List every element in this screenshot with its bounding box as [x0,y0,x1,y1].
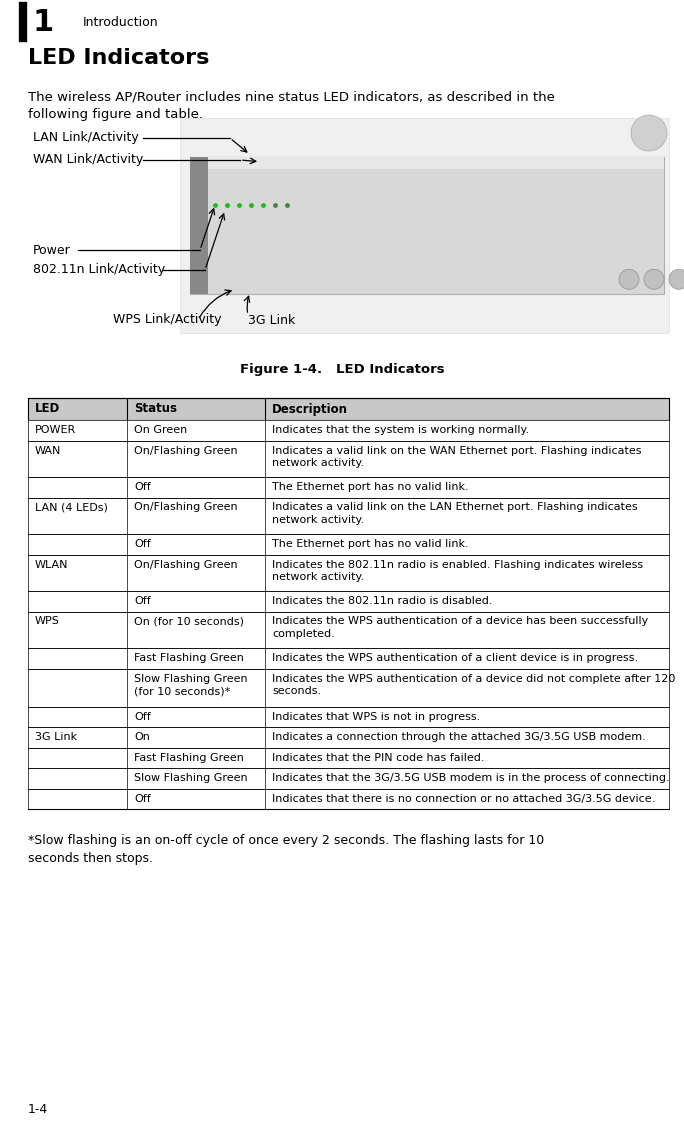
Text: On: On [134,732,150,742]
Bar [28,534,669,555]
Text: Indicates a valid link on the WAN Ethernet port. Flashing indicates
network acti: Indicates a valid link on the WAN Ethern… [272,446,642,468]
Text: On (for 10 seconds): On (for 10 seconds) [134,617,244,626]
Text: Slow Flashing Green
(for 10 seconds)*: Slow Flashing Green (for 10 seconds)* [134,673,248,696]
Text: Indicates the 802.11n radio is enabled. Flashing indicates wireless
network acti: Indicates the 802.11n radio is enabled. … [272,559,643,582]
Text: 802.11n Link/Activity: 802.11n Link/Activity [33,264,165,276]
Bar [28,441,669,477]
Text: LED Indicators: LED Indicators [28,49,209,68]
Circle shape [669,270,684,289]
Text: Indicates a valid link on the LAN Ethernet port. Flashing indicates
network acti: Indicates a valid link on the LAN Ethern… [272,502,637,526]
Circle shape [619,270,639,289]
Text: LAN (4 LEDs): LAN (4 LEDs) [35,502,108,512]
Circle shape [631,115,667,151]
Text: Indicates that the system is working normally.: Indicates that the system is working nor… [272,425,529,435]
Text: 1-4: 1-4 [28,1103,49,1116]
Bar [190,157,208,294]
Text: On/Flashing Green: On/Flashing Green [134,446,238,456]
Text: Power: Power [33,244,70,256]
Bar [28,788,669,809]
Bar [190,157,664,294]
Text: POWER: POWER [35,425,76,435]
Text: Indicates that there is no connection or no attached 3G/3.5G device.: Indicates that there is no connection or… [272,793,655,803]
Bar [28,768,669,788]
Text: WAN: WAN [35,446,62,456]
Text: Off: Off [134,596,151,606]
Text: *Slow flashing is an on-off cycle of once every 2 seconds. The flashing lasts fo: *Slow flashing is an on-off cycle of onc… [28,834,544,865]
Bar [28,669,669,706]
Bar [28,420,669,441]
Text: Status: Status [134,403,177,415]
Bar [28,497,669,534]
Text: WLAN: WLAN [35,559,68,570]
Bar [180,118,669,333]
Text: On/Flashing Green: On/Flashing Green [134,559,238,570]
Bar [28,728,669,748]
Text: Indicates that WPS is not in progress.: Indicates that WPS is not in progress. [272,712,480,722]
Bar [190,157,664,169]
Circle shape [644,270,664,289]
Text: Indicates a connection through the attached 3G/3.5G USB modem.: Indicates a connection through the attac… [272,732,646,742]
Text: Description: Description [272,403,348,415]
Text: The wireless AP/Router includes nine status LED indicators, as described in the
: The wireless AP/Router includes nine sta… [28,90,555,121]
Bar [28,591,669,611]
Text: LED: LED [35,403,60,415]
Text: On Green: On Green [134,425,187,435]
Text: Indicates the 802.11n radio is disabled.: Indicates the 802.11n radio is disabled. [272,596,492,606]
Text: 3G Link: 3G Link [248,314,295,326]
Text: Off: Off [134,712,151,722]
Bar [28,477,669,497]
Text: Indicates that the PIN code has failed.: Indicates that the PIN code has failed. [272,752,485,763]
Bar [28,398,669,420]
Text: On/Flashing Green: On/Flashing Green [134,502,238,512]
Text: WPS Link/Activity: WPS Link/Activity [113,314,222,326]
Text: WPS: WPS [35,617,60,626]
Text: Off: Off [134,482,151,492]
Text: Introduction: Introduction [83,16,159,29]
Text: Slow Flashing Green: Slow Flashing Green [134,773,248,783]
Text: WAN Link/Activity: WAN Link/Activity [33,153,143,167]
Text: Figure 1-4.   LED Indicators: Figure 1-4. LED Indicators [239,363,445,376]
Text: The Ethernet port has no valid link.: The Ethernet port has no valid link. [272,539,469,549]
Text: Fast Flashing Green: Fast Flashing Green [134,653,244,663]
Text: Off: Off [134,793,151,803]
Bar [28,555,669,591]
Text: 1: 1 [33,8,54,37]
Text: 3G Link: 3G Link [35,732,77,742]
Text: LAN Link/Activity: LAN Link/Activity [33,132,139,144]
Bar [28,647,669,669]
Bar [28,706,669,728]
Text: The Ethernet port has no valid link.: The Ethernet port has no valid link. [272,482,469,492]
Bar [28,611,669,647]
Text: Indicates that the 3G/3.5G USB modem is in the process of connecting.: Indicates that the 3G/3.5G USB modem is … [272,773,670,783]
Text: Off: Off [134,539,151,549]
Bar [28,748,669,768]
Text: Indicates the WPS authentication of a device did not complete after 120
seconds.: Indicates the WPS authentication of a de… [272,673,676,696]
Text: Indicates the WPS authentication of a device has been successfully
completed.: Indicates the WPS authentication of a de… [272,617,648,640]
Text: Indicates the WPS authentication of a client device is in progress.: Indicates the WPS authentication of a cl… [272,653,638,663]
Text: Fast Flashing Green: Fast Flashing Green [134,752,244,763]
